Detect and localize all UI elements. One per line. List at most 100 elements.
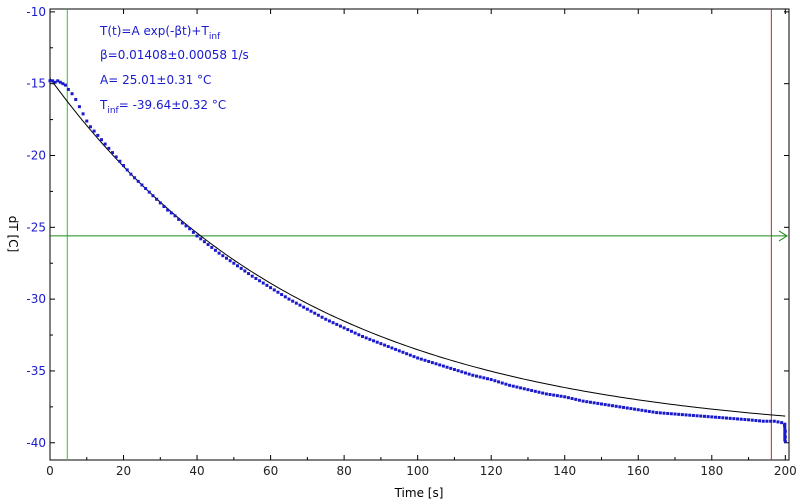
y-tick-label: -10 xyxy=(26,5,46,19)
data-point xyxy=(511,384,515,388)
data-point xyxy=(361,334,365,338)
data-point xyxy=(647,409,651,413)
x-tick-label: 140 xyxy=(553,464,576,478)
data-point xyxy=(581,399,585,403)
data-point xyxy=(717,415,721,419)
data-point xyxy=(508,383,512,387)
data-point xyxy=(585,400,589,404)
cursor-markers[interactable] xyxy=(50,9,788,460)
data-point xyxy=(125,168,129,172)
data-point xyxy=(243,269,247,273)
data-point xyxy=(169,211,173,215)
data-point xyxy=(452,368,456,372)
data-point xyxy=(625,406,629,410)
data-point xyxy=(533,389,537,393)
data-point xyxy=(206,243,210,247)
data-point xyxy=(335,322,339,326)
data-point xyxy=(327,319,331,323)
data-point xyxy=(662,411,666,415)
data-point xyxy=(313,311,317,315)
x-tick-label: 180 xyxy=(700,464,723,478)
data-point xyxy=(81,112,85,116)
data-point xyxy=(58,80,62,84)
data-point xyxy=(291,299,295,303)
data-point xyxy=(147,190,151,194)
data-point xyxy=(144,187,148,191)
data-point xyxy=(691,413,695,417)
data-point xyxy=(706,415,710,419)
data-point xyxy=(563,395,567,399)
y-tick-label: -25 xyxy=(26,220,46,234)
y-tick-label: -40 xyxy=(26,436,46,450)
data-point xyxy=(588,400,592,404)
data-point xyxy=(688,413,692,417)
data-point xyxy=(570,397,574,401)
data-point xyxy=(386,345,390,349)
data-point xyxy=(173,214,177,218)
data-point xyxy=(699,414,703,418)
annotation-tinf-sub: inf xyxy=(107,106,119,116)
data-point xyxy=(522,387,526,391)
data-point xyxy=(195,234,199,238)
data-point xyxy=(298,303,302,307)
data-point xyxy=(265,283,269,287)
data-point xyxy=(438,363,442,367)
data-point xyxy=(99,138,103,142)
data-point xyxy=(184,224,188,228)
x-tick-label: 80 xyxy=(336,464,351,478)
data-point xyxy=(669,412,673,416)
y-axis-label: dT [C] xyxy=(6,216,20,253)
data-point xyxy=(743,417,747,421)
data-point xyxy=(658,411,662,415)
data-point xyxy=(721,416,725,420)
data-point xyxy=(497,380,501,384)
data-point xyxy=(158,201,162,205)
data-point xyxy=(254,276,258,280)
data-point xyxy=(769,419,773,423)
horizontal-line-arrow-icon[interactable] xyxy=(778,230,788,242)
data-point xyxy=(736,417,740,421)
data-point xyxy=(61,82,65,86)
data-point xyxy=(210,245,214,249)
data-point xyxy=(261,281,265,285)
data-point xyxy=(353,331,357,335)
data-point xyxy=(684,413,688,417)
data-point xyxy=(357,333,361,337)
data-point xyxy=(655,411,659,415)
data-point xyxy=(596,401,600,405)
data-point xyxy=(56,79,60,83)
data-point xyxy=(136,179,140,183)
data-point xyxy=(500,381,504,385)
data-point xyxy=(548,393,552,397)
data-point xyxy=(702,414,706,418)
data-point xyxy=(460,370,464,374)
data-point xyxy=(283,295,287,299)
data-point xyxy=(88,125,92,129)
data-point xyxy=(320,315,324,319)
x-tick-label: 100 xyxy=(406,464,429,478)
data-point xyxy=(162,204,166,208)
data-point xyxy=(375,340,379,344)
data-point xyxy=(331,321,335,325)
data-point xyxy=(537,390,541,394)
data-point xyxy=(408,353,412,357)
data-point xyxy=(618,405,622,409)
data-point xyxy=(48,79,52,83)
data-point xyxy=(456,369,460,373)
data-point xyxy=(155,197,159,201)
data-point xyxy=(221,254,225,258)
data-point xyxy=(555,394,559,398)
x-tick-label: 60 xyxy=(263,464,278,478)
data-point xyxy=(434,362,438,366)
data-point xyxy=(599,402,603,406)
data-point xyxy=(526,388,530,392)
data-point xyxy=(636,408,640,412)
data-point xyxy=(441,364,445,368)
data-point xyxy=(103,142,107,146)
data-point xyxy=(515,385,519,389)
data-point xyxy=(294,301,298,305)
data-point xyxy=(651,410,655,414)
data-point xyxy=(780,421,784,425)
data-point xyxy=(566,396,570,400)
